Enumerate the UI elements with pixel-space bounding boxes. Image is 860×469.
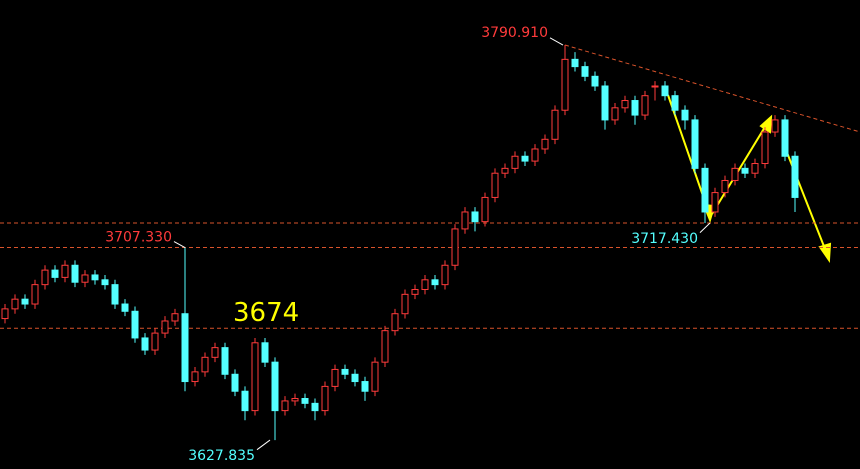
candle-body <box>721 179 729 194</box>
candle-body <box>401 293 409 315</box>
candle-body <box>71 264 79 283</box>
candle-body <box>741 167 749 174</box>
candle-body <box>301 398 309 404</box>
candle-body <box>281 400 289 412</box>
candle-body <box>471 211 479 223</box>
candle-body <box>611 107 619 121</box>
candle-body <box>441 264 449 286</box>
candle-body <box>591 75 599 87</box>
label-pointer <box>699 222 711 234</box>
candle-body <box>341 368 349 375</box>
candle-body <box>161 320 169 334</box>
candle-body <box>131 310 139 339</box>
price-label: 3717.430 <box>631 231 698 247</box>
candle-body <box>251 342 259 412</box>
candle-body <box>51 269 59 278</box>
candle-body <box>91 274 99 281</box>
label-pointer <box>256 439 271 451</box>
candle-body <box>61 264 69 278</box>
candle-body <box>551 109 559 140</box>
candle-body <box>681 109 689 121</box>
candle-body <box>531 148 539 162</box>
candle-body <box>581 66 589 77</box>
candle-body <box>461 211 469 230</box>
candle-body <box>351 373 359 383</box>
candle-body <box>241 390 249 412</box>
candle-body <box>41 269 49 286</box>
candle-body <box>261 342 269 363</box>
candle-body <box>781 119 789 157</box>
candle-body <box>171 313 179 322</box>
trend-line <box>564 44 860 133</box>
price-label: 3674 <box>233 298 299 328</box>
candle-body <box>751 163 759 174</box>
candle-body <box>771 119 779 133</box>
candle-body <box>231 373 239 392</box>
candle-body <box>621 100 629 109</box>
candle-body <box>501 167 509 174</box>
candle-body <box>431 279 439 286</box>
price-label: 3627.835 <box>188 448 255 464</box>
candle-body <box>31 284 39 305</box>
candle-body <box>671 95 679 111</box>
candle-body <box>631 100 639 116</box>
candle-body <box>691 119 699 169</box>
candle-body <box>791 155 799 198</box>
candle-body <box>571 58 579 68</box>
candle-body <box>371 361 379 392</box>
candle-body <box>651 85 659 88</box>
candle-body <box>661 85 669 97</box>
candle-body <box>181 313 189 383</box>
arrow-head <box>818 242 832 263</box>
candle-body <box>761 131 769 165</box>
candle-body <box>151 332 159 351</box>
price-label: 3790.910 <box>481 25 548 41</box>
candle-body <box>641 95 649 116</box>
candle-body <box>381 330 389 363</box>
candle-body <box>731 167 739 181</box>
candle-body <box>491 172 499 198</box>
candle-body <box>711 192 719 213</box>
candle-body <box>81 274 89 283</box>
candle-body <box>411 288 419 295</box>
price-label: 3707.330 <box>105 230 172 246</box>
candle-body <box>701 167 709 213</box>
candle-body <box>121 303 129 312</box>
candle-body <box>561 58 569 111</box>
candle-body <box>331 368 339 387</box>
candle-body <box>521 155 529 162</box>
candle-body <box>141 337 149 351</box>
label-pointer <box>173 241 186 248</box>
candle-body <box>191 371 199 383</box>
candle-body <box>311 402 319 412</box>
candle-body <box>101 279 109 286</box>
candle-body <box>201 356 209 373</box>
candle-body <box>221 347 229 375</box>
candle-body <box>271 361 279 412</box>
candle-body <box>511 155 519 169</box>
candle-body <box>601 85 609 121</box>
candle-body <box>321 385 329 412</box>
candle-body <box>541 138 549 150</box>
candle-body <box>111 284 119 305</box>
candle-body <box>21 298 29 305</box>
candle-body <box>291 398 299 402</box>
candle-body <box>211 347 219 358</box>
arrow-line <box>711 121 769 215</box>
candle-body <box>1 308 9 320</box>
label-pointer <box>549 37 564 46</box>
candle-body <box>451 228 459 266</box>
candle-body <box>421 279 429 290</box>
candle-body <box>361 381 369 392</box>
candle-body <box>11 298 19 310</box>
candle-body <box>391 313 399 332</box>
candle-body <box>481 196 489 223</box>
